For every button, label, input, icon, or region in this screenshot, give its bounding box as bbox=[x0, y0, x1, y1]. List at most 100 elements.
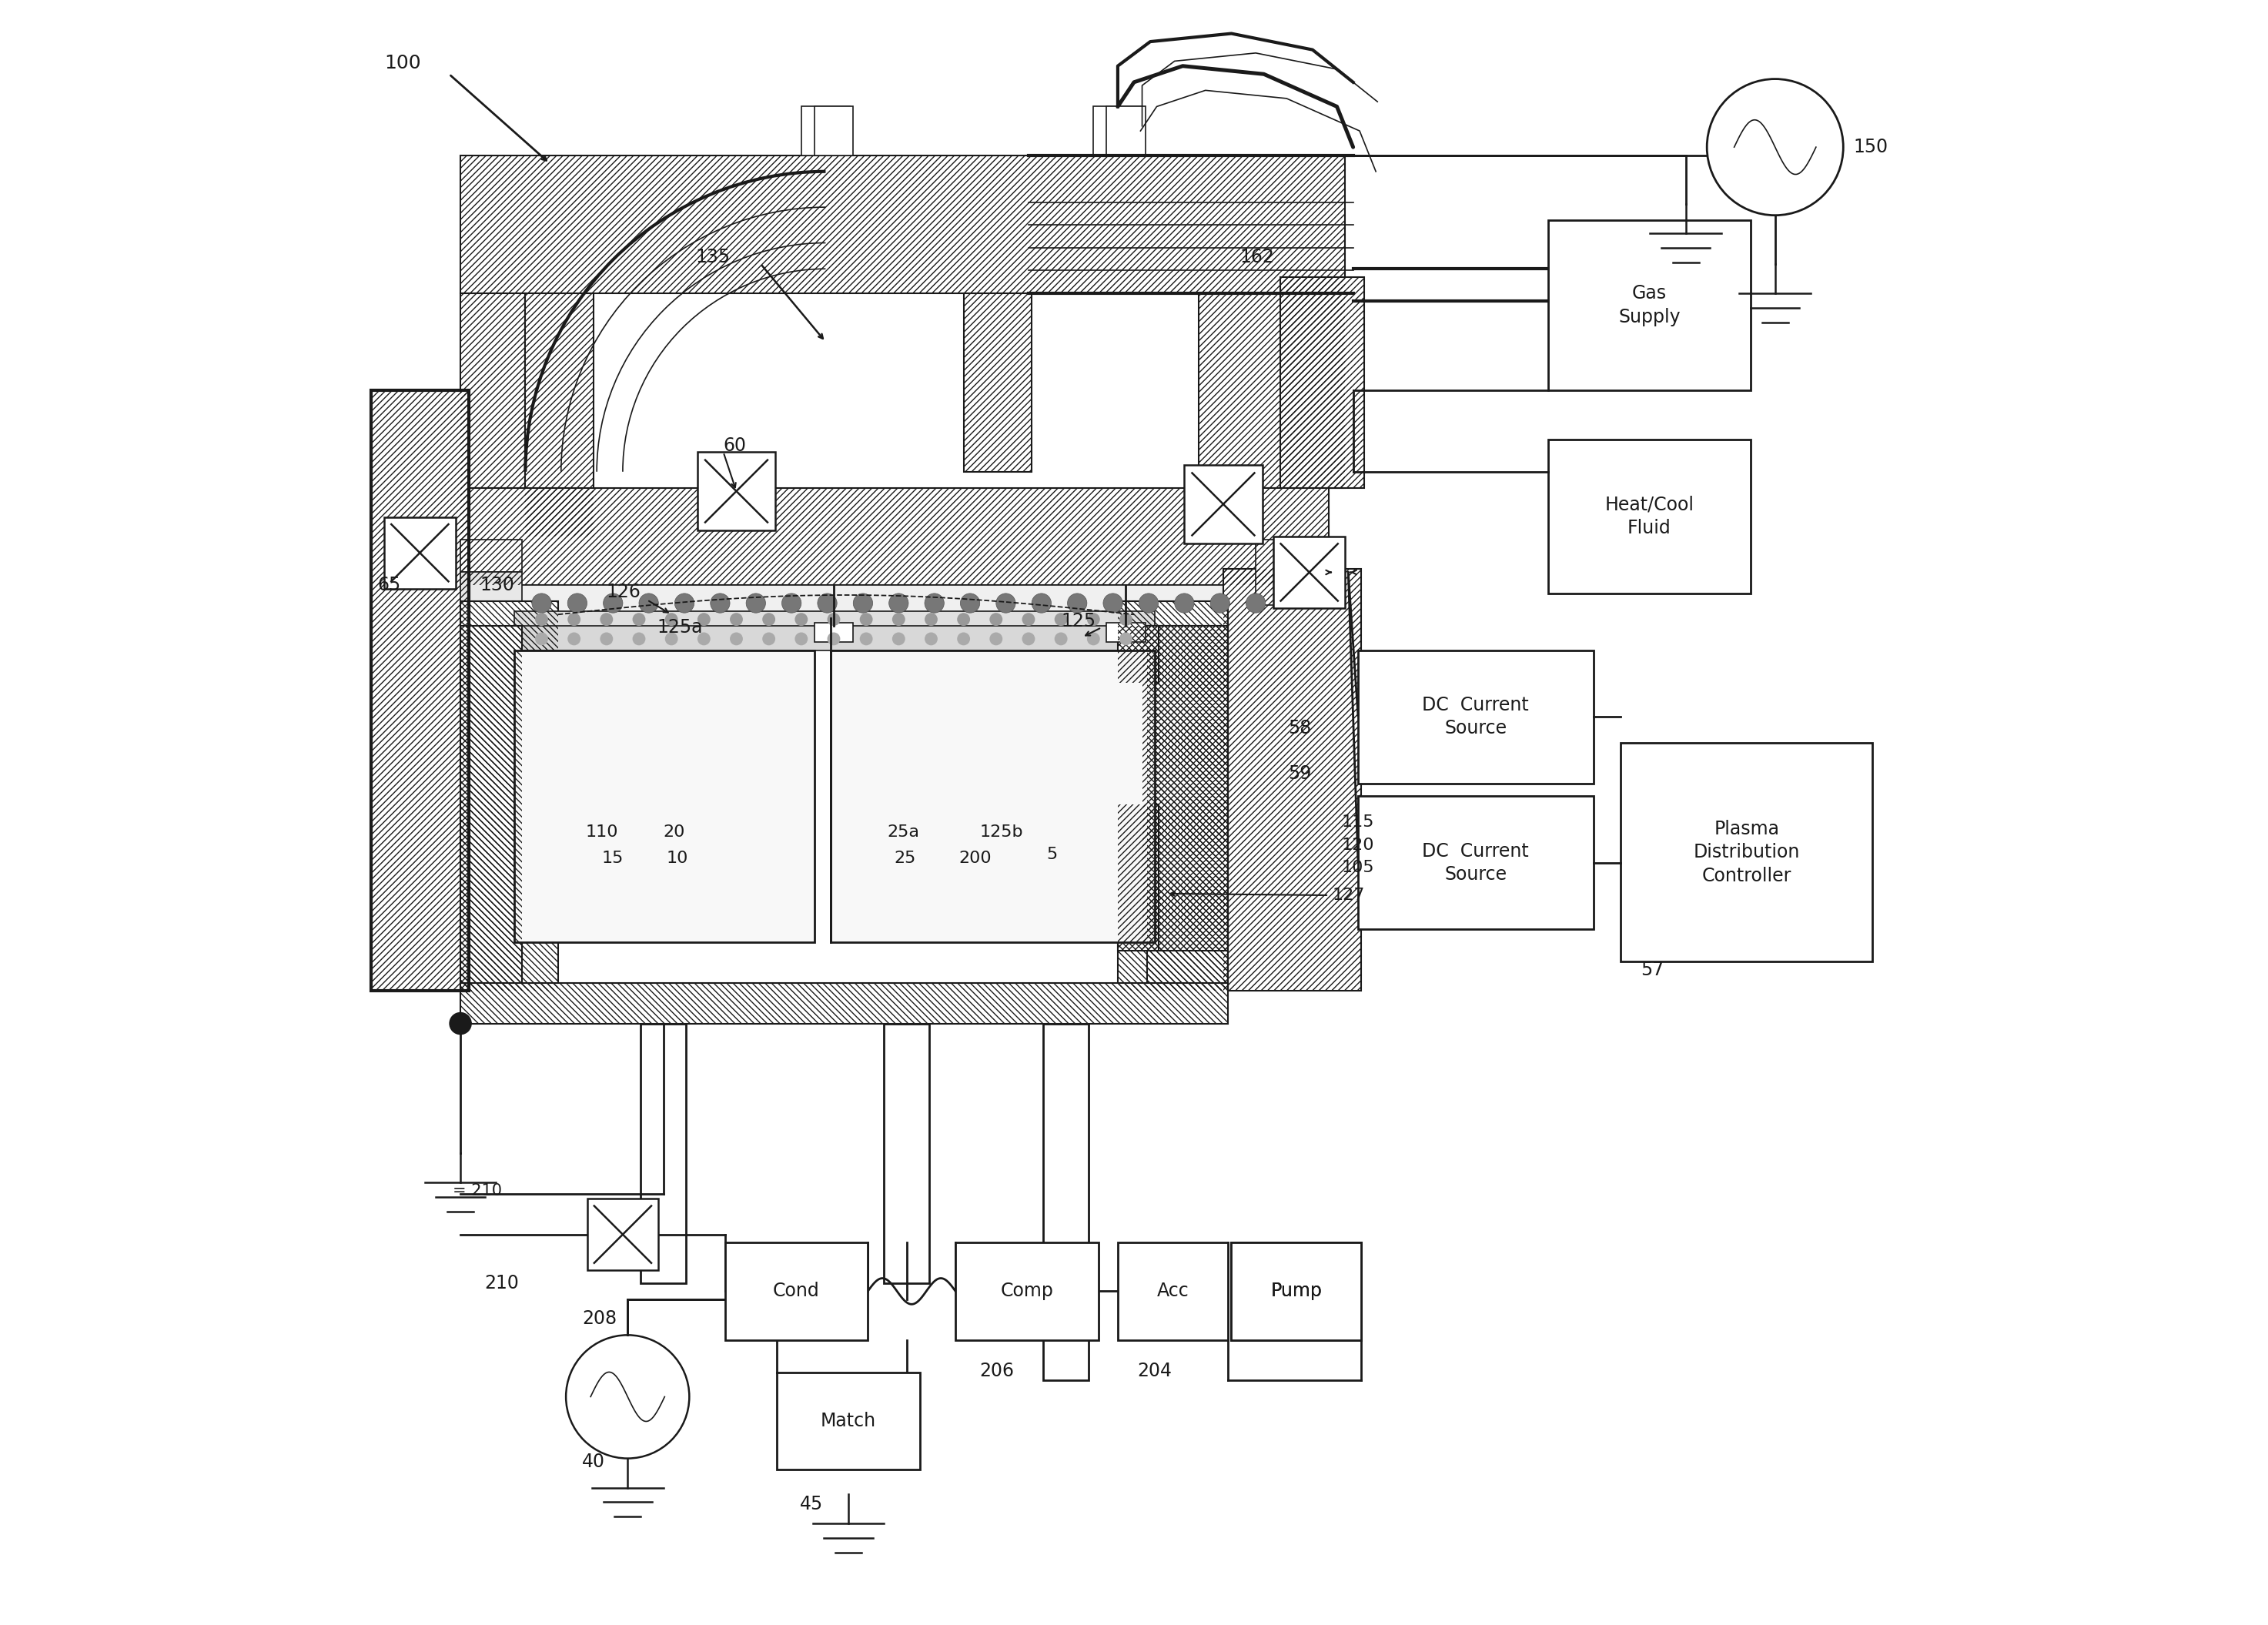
Circle shape bbox=[710, 593, 730, 613]
Bar bbox=[460, 601, 558, 991]
Circle shape bbox=[1175, 593, 1193, 613]
Bar bbox=[1232, 1243, 1361, 1341]
Bar bbox=[1143, 626, 1229, 951]
Circle shape bbox=[1086, 632, 1100, 645]
Bar bbox=[460, 488, 1329, 585]
Text: 20: 20 bbox=[662, 824, 685, 840]
Text: = 210: = 210 bbox=[451, 1183, 501, 1198]
Circle shape bbox=[996, 593, 1016, 613]
Bar bbox=[1279, 276, 1365, 488]
Circle shape bbox=[665, 632, 678, 645]
Text: 25: 25 bbox=[894, 850, 916, 866]
Bar bbox=[1184, 465, 1263, 543]
Text: 150: 150 bbox=[1853, 138, 1887, 156]
Text: 40: 40 bbox=[583, 1453, 606, 1471]
Circle shape bbox=[828, 632, 839, 645]
Circle shape bbox=[1032, 593, 1052, 613]
Circle shape bbox=[853, 593, 873, 613]
Bar bbox=[696, 452, 776, 530]
Bar bbox=[1118, 804, 1159, 951]
Circle shape bbox=[762, 632, 776, 645]
Bar bbox=[460, 983, 1229, 1024]
Circle shape bbox=[1139, 593, 1159, 613]
Text: 15: 15 bbox=[601, 850, 624, 866]
Text: 59: 59 bbox=[1288, 764, 1311, 783]
Bar bbox=[460, 292, 526, 488]
Circle shape bbox=[989, 632, 1002, 645]
Circle shape bbox=[1120, 632, 1132, 645]
Circle shape bbox=[730, 632, 744, 645]
Circle shape bbox=[816, 593, 837, 613]
Text: Plasma
Distribution
Controller: Plasma Distribution Controller bbox=[1694, 819, 1801, 886]
Bar bbox=[515, 611, 1154, 627]
Text: 127: 127 bbox=[1331, 887, 1365, 904]
Text: 206: 206 bbox=[980, 1362, 1014, 1380]
Bar bbox=[1275, 536, 1345, 608]
Text: DC  Current
Source: DC Current Source bbox=[1422, 842, 1529, 884]
Bar bbox=[372, 390, 469, 991]
Bar bbox=[517, 585, 1279, 621]
Text: Heat/Cool
Fluid: Heat/Cool Fluid bbox=[1606, 496, 1694, 538]
Circle shape bbox=[674, 593, 694, 613]
Circle shape bbox=[533, 593, 551, 613]
Bar bbox=[460, 626, 522, 991]
Text: 115: 115 bbox=[1343, 814, 1374, 830]
Circle shape bbox=[603, 593, 624, 613]
Text: 65: 65 bbox=[379, 575, 401, 595]
Circle shape bbox=[957, 632, 971, 645]
Circle shape bbox=[828, 613, 839, 626]
Bar bbox=[885, 1024, 930, 1284]
Circle shape bbox=[1023, 632, 1034, 645]
Bar bbox=[1118, 601, 1229, 991]
Circle shape bbox=[782, 593, 801, 613]
Text: 105: 105 bbox=[1343, 860, 1374, 876]
Bar bbox=[1622, 743, 1873, 962]
Bar bbox=[830, 650, 1154, 942]
Bar bbox=[460, 572, 522, 601]
Circle shape bbox=[567, 593, 587, 613]
Bar bbox=[372, 390, 469, 991]
Circle shape bbox=[1211, 593, 1229, 613]
Circle shape bbox=[1102, 593, 1123, 613]
Circle shape bbox=[794, 613, 807, 626]
Text: 125: 125 bbox=[1061, 611, 1095, 630]
Bar bbox=[1359, 650, 1594, 783]
Circle shape bbox=[535, 613, 549, 626]
Text: 100: 100 bbox=[383, 54, 422, 72]
Bar bbox=[383, 517, 456, 588]
Circle shape bbox=[696, 632, 710, 645]
Bar bbox=[726, 1243, 869, 1341]
Circle shape bbox=[1086, 613, 1100, 626]
Circle shape bbox=[925, 632, 937, 645]
Bar bbox=[1143, 626, 1229, 951]
Circle shape bbox=[567, 613, 581, 626]
Circle shape bbox=[665, 613, 678, 626]
Text: Acc: Acc bbox=[1157, 1282, 1188, 1300]
Circle shape bbox=[925, 593, 943, 613]
Bar bbox=[1107, 622, 1145, 642]
Bar bbox=[460, 601, 558, 991]
Circle shape bbox=[1120, 613, 1132, 626]
Bar bbox=[372, 390, 469, 991]
Bar bbox=[1359, 796, 1594, 929]
Text: 162: 162 bbox=[1241, 249, 1275, 266]
Bar bbox=[1118, 626, 1159, 682]
Bar bbox=[460, 488, 1329, 585]
Bar bbox=[460, 156, 1345, 293]
Circle shape bbox=[989, 613, 1002, 626]
Text: Match: Match bbox=[821, 1412, 875, 1430]
Bar bbox=[1118, 601, 1229, 991]
Bar bbox=[1232, 1243, 1361, 1341]
Circle shape bbox=[1023, 613, 1034, 626]
Text: 130: 130 bbox=[481, 575, 515, 595]
Text: 57: 57 bbox=[1640, 960, 1665, 980]
Circle shape bbox=[860, 632, 873, 645]
Bar bbox=[1256, 540, 1313, 605]
Circle shape bbox=[640, 593, 658, 613]
Bar bbox=[587, 1199, 658, 1271]
Circle shape bbox=[959, 593, 980, 613]
Bar bbox=[1118, 1243, 1229, 1341]
Bar bbox=[814, 622, 853, 642]
Bar bbox=[640, 1024, 685, 1284]
Text: 126: 126 bbox=[606, 582, 642, 601]
